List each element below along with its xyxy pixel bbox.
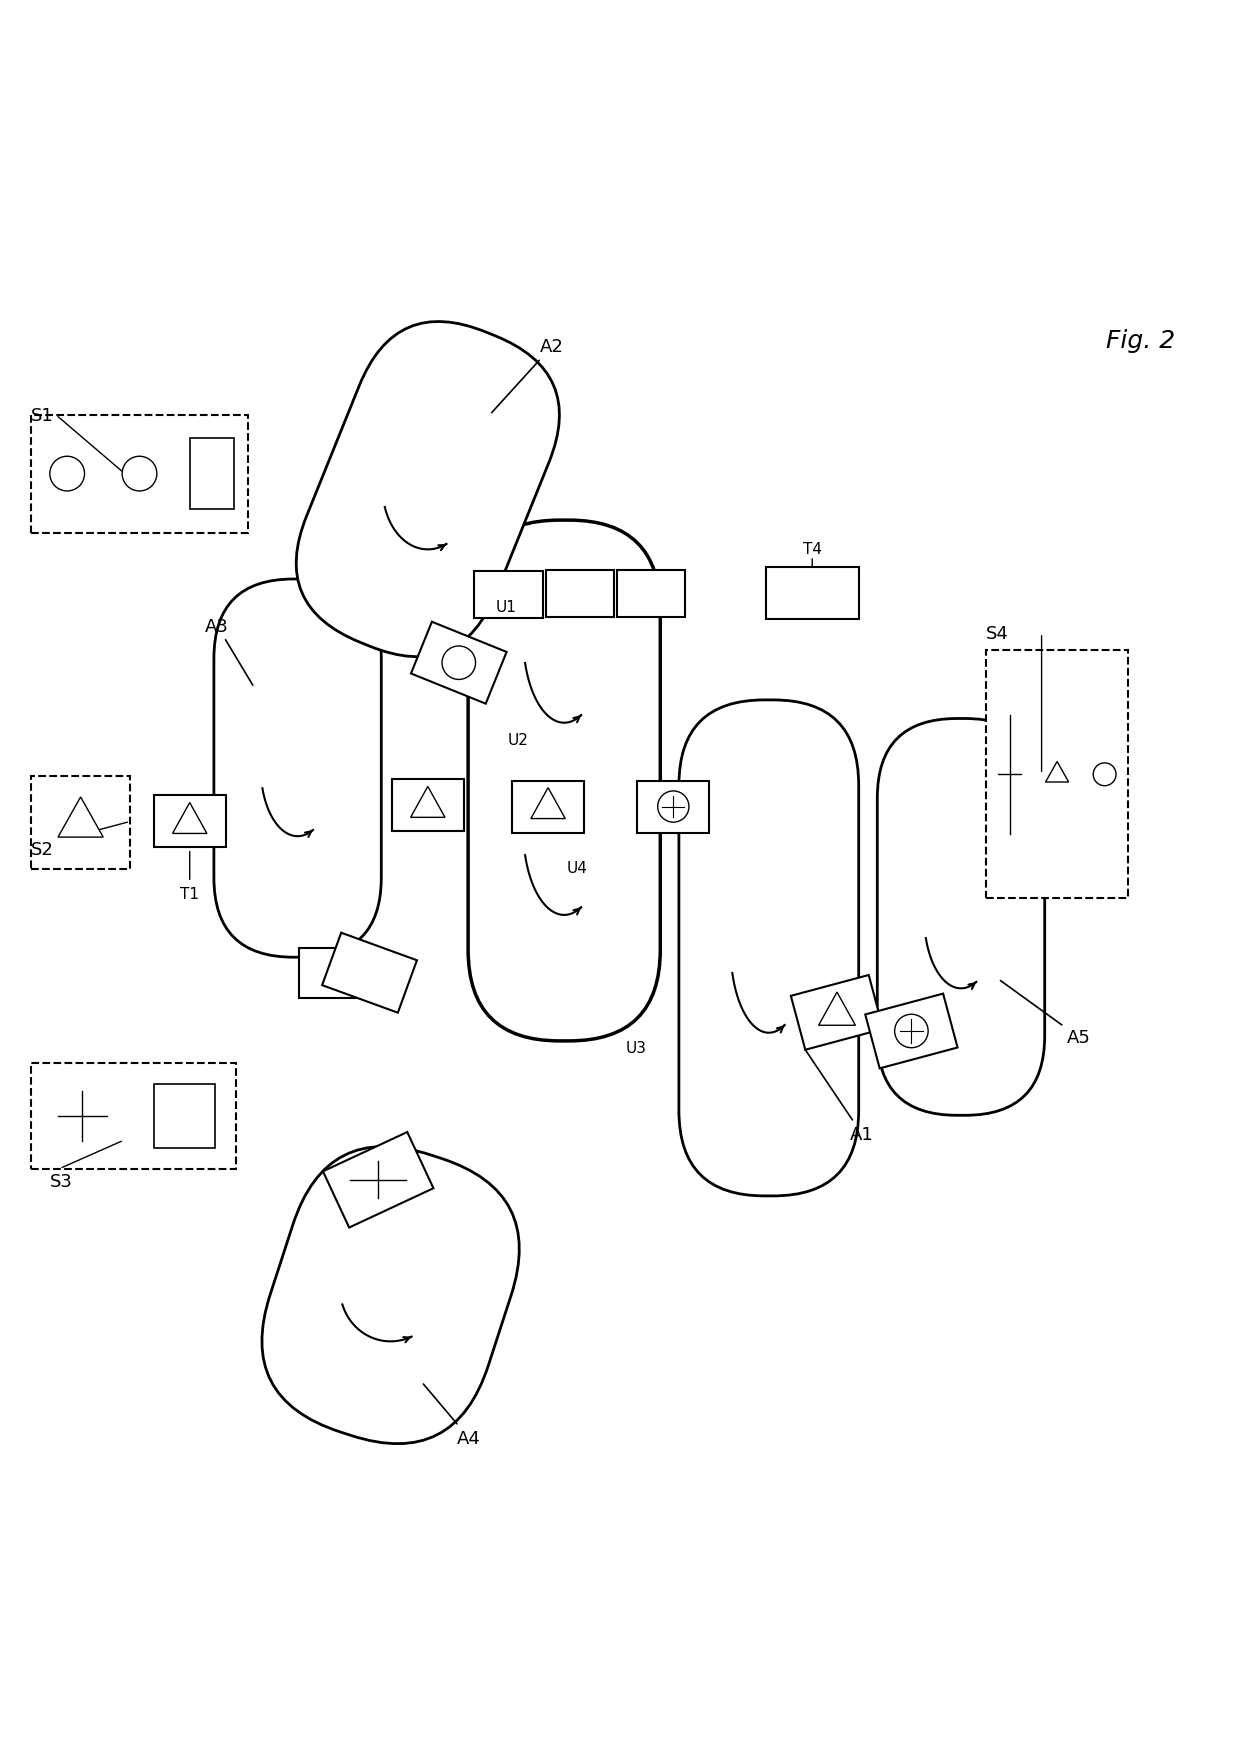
- Text: A5: A5: [1001, 981, 1091, 1047]
- Text: A1: A1: [805, 1051, 874, 1143]
- Bar: [986, 650, 1128, 898]
- Circle shape: [122, 456, 156, 491]
- Text: S1: S1: [31, 407, 53, 425]
- FancyBboxPatch shape: [878, 718, 1044, 1115]
- Bar: [31, 776, 130, 869]
- Polygon shape: [818, 993, 856, 1026]
- FancyBboxPatch shape: [469, 521, 660, 1042]
- Bar: [154, 1086, 216, 1148]
- Text: S2: S2: [31, 841, 53, 858]
- Bar: [791, 975, 883, 1051]
- Text: Fig. 2: Fig. 2: [1106, 329, 1176, 353]
- Polygon shape: [58, 797, 103, 837]
- Circle shape: [50, 456, 84, 491]
- Circle shape: [657, 792, 689, 823]
- Bar: [31, 1063, 236, 1169]
- Text: T1: T1: [180, 886, 200, 902]
- Bar: [322, 1133, 434, 1227]
- FancyBboxPatch shape: [680, 701, 858, 1196]
- Bar: [31, 416, 248, 533]
- Bar: [618, 570, 684, 617]
- Polygon shape: [1045, 762, 1069, 783]
- Bar: [546, 570, 615, 617]
- Text: S4: S4: [986, 624, 1008, 643]
- FancyBboxPatch shape: [213, 580, 382, 958]
- Bar: [410, 622, 507, 704]
- Text: S3: S3: [50, 1173, 72, 1190]
- Bar: [766, 568, 858, 621]
- Circle shape: [1094, 764, 1116, 787]
- Bar: [474, 572, 543, 619]
- Bar: [512, 781, 584, 834]
- Circle shape: [894, 1014, 928, 1049]
- Bar: [154, 795, 226, 848]
- Bar: [392, 780, 464, 832]
- Bar: [299, 949, 371, 998]
- Circle shape: [441, 647, 476, 680]
- Polygon shape: [172, 802, 207, 834]
- Bar: [322, 933, 417, 1014]
- Text: A3: A3: [205, 617, 253, 685]
- Polygon shape: [531, 788, 565, 820]
- Text: U4: U4: [567, 860, 587, 876]
- Text: T4: T4: [802, 542, 822, 558]
- Polygon shape: [410, 787, 445, 818]
- Bar: [190, 439, 233, 510]
- Bar: [637, 781, 709, 834]
- Text: A4: A4: [423, 1384, 481, 1447]
- Text: U2: U2: [508, 732, 528, 748]
- Text: U1: U1: [496, 600, 516, 615]
- FancyBboxPatch shape: [262, 1147, 520, 1444]
- FancyBboxPatch shape: [296, 322, 559, 657]
- Text: U3: U3: [626, 1040, 646, 1056]
- Text: A2: A2: [492, 339, 564, 414]
- Bar: [866, 995, 957, 1068]
